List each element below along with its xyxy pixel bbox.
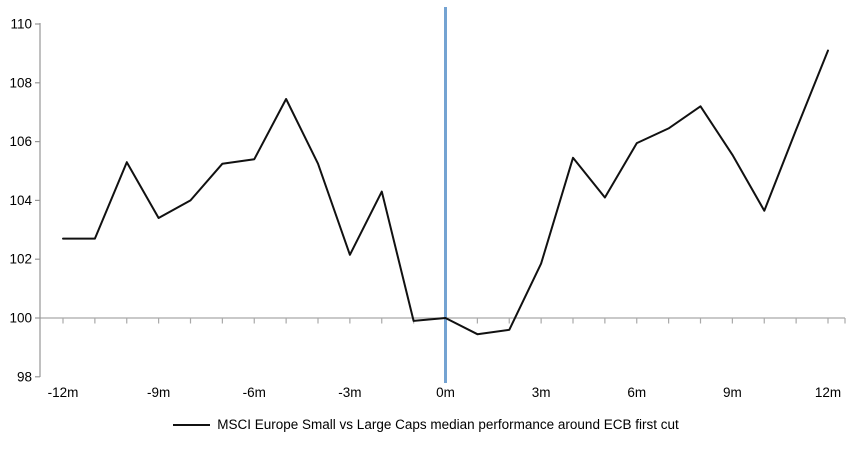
- y-tick-label: 108: [9, 75, 32, 90]
- y-tick-label: 102: [9, 252, 32, 267]
- x-tick-label: -12m: [48, 385, 79, 400]
- y-tick-label: 98: [17, 369, 32, 384]
- x-tick-label: 12m: [815, 385, 841, 400]
- legend: MSCI Europe Small vs Large Caps median p…: [0, 417, 852, 432]
- y-tick-label: 106: [9, 134, 32, 149]
- y-tick-label: 110: [10, 17, 32, 32]
- series-line: [62, 49, 829, 336]
- x-tick-label: -3m: [338, 385, 361, 400]
- x-tick-label: 6m: [627, 385, 646, 400]
- x-tick-label: -9m: [147, 385, 170, 400]
- legend-line-marker: [173, 423, 211, 426]
- x-tick-label: 9m: [723, 385, 742, 400]
- x-tick-label: 0m: [436, 385, 455, 400]
- x-tick-label: -6m: [243, 385, 266, 400]
- y-tick-label: 104: [9, 193, 32, 208]
- legend-label: MSCI Europe Small vs Large Caps median p…: [217, 417, 679, 432]
- x-tick-label: 3m: [532, 385, 551, 400]
- y-tick-label: 100: [9, 311, 32, 326]
